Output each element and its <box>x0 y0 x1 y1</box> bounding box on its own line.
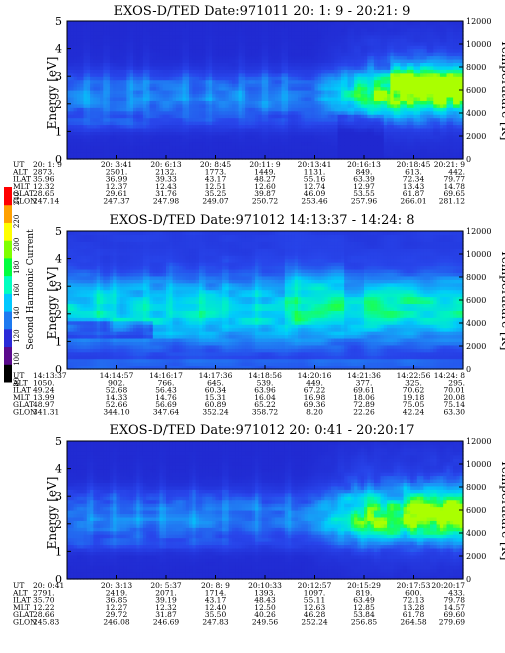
row-value: 250.72 <box>252 197 278 206</box>
y2-tick-label: 10000 <box>466 40 491 49</box>
y2-tick-label: 8000 <box>466 63 486 72</box>
row-value: 247.37 <box>103 197 129 206</box>
heatmap-cells <box>67 231 464 370</box>
y2-axis-label: Temperature [K] <box>499 40 505 141</box>
y2-tick-label: 4000 <box>466 109 486 118</box>
row-value: 281.12 <box>439 197 465 206</box>
row-value: 247.98 <box>153 197 179 206</box>
chart-panel-2: EXOS-D/TED Date:971012 14:13:37 - 14:24:… <box>12 213 505 417</box>
y-tick-label: 4 <box>55 43 62 56</box>
y2-tick-label: 2000 <box>466 132 486 141</box>
row-value: 249.07 <box>202 197 228 206</box>
y-axis-label: Energy [eV] <box>45 57 59 130</box>
row-value: 257.96 <box>351 197 377 206</box>
heatmap-cells <box>67 21 464 160</box>
row-value: 253.46 <box>301 197 327 206</box>
y2-tick-label: 6000 <box>466 86 486 95</box>
y-tick-label: 5 <box>55 15 62 28</box>
row-value: 266.01 <box>400 197 426 206</box>
y2-tick-label: 12000 <box>466 17 491 26</box>
y2-tick-label: 0 <box>466 155 471 164</box>
row-value: 247.14 <box>33 197 59 206</box>
chart-panel-1: EXOS-D/TED Date:971011 20: 1: 9 - 20:21:… <box>12 4 505 206</box>
chart-title: EXOS-D/TED Date:971011 20: 1: 9 - 20:21:… <box>114 4 411 19</box>
